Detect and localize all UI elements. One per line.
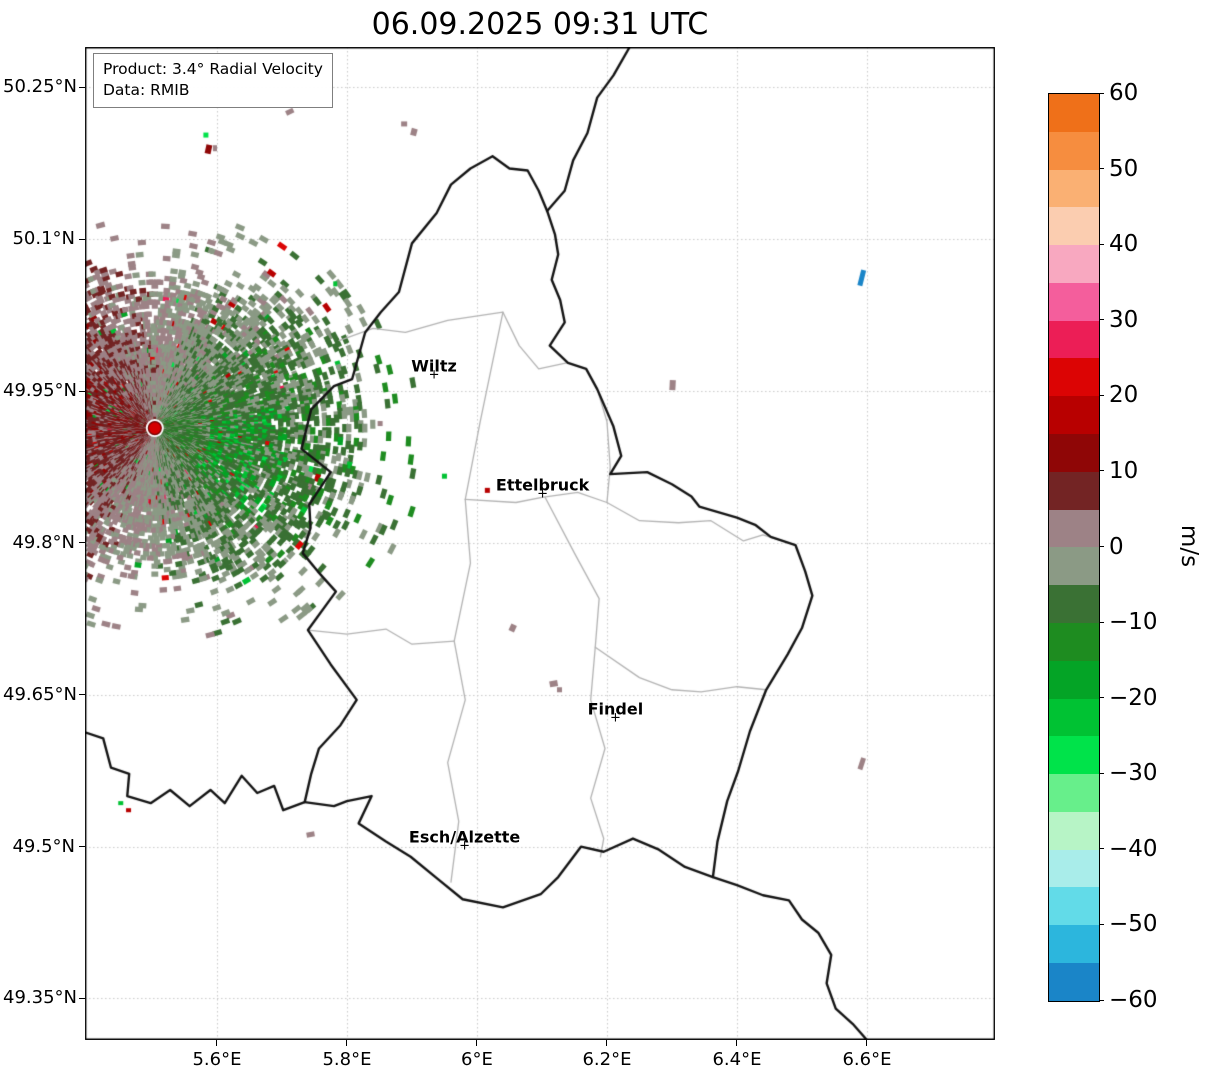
- city-label: Esch/Alzette: [408, 827, 521, 847]
- colorbar-band: [1049, 811, 1099, 850]
- x-tick-mark: [866, 1040, 868, 1046]
- y-tick-label: 49.5°N: [12, 835, 75, 857]
- city-plus-icon: +: [428, 367, 440, 383]
- product-label: Product: 3.4° Radial Velocity: [103, 60, 323, 78]
- colorbar-tick-mark: [1099, 772, 1104, 774]
- colorbar-unit-label: m/s: [1176, 524, 1203, 568]
- y-tick-mark: [79, 997, 85, 999]
- colorbar-tick-label: 30: [1109, 306, 1139, 333]
- colorbar-tick-label: −40: [1109, 835, 1158, 862]
- city-marker: Ettelbruck +: [496, 476, 589, 502]
- x-tick-mark: [476, 1040, 478, 1046]
- colorbar-tick-mark: [1099, 92, 1104, 94]
- data-source-label: Data: RMIB: [103, 80, 190, 99]
- colorbar-band: [1049, 660, 1099, 699]
- colorbar-band: [1049, 509, 1099, 548]
- colorbar-band: [1049, 887, 1099, 926]
- colorbar-tick-mark: [1099, 470, 1104, 472]
- colorbar-tick-label: −50: [1109, 911, 1158, 938]
- colorbar-tick-label: −30: [1109, 760, 1158, 787]
- colorbar-band: [1049, 698, 1099, 737]
- colorbar-band: [1049, 245, 1099, 283]
- colorbar-band: [1049, 131, 1099, 170]
- colorbar-tick-label: 60: [1109, 80, 1139, 106]
- y-tick-mark: [79, 390, 85, 392]
- colorbar-tick-mark: [1099, 923, 1104, 925]
- city-marker: Wiltz +: [411, 356, 457, 383]
- colorbar-band: [1049, 207, 1099, 246]
- city-marker: Findel +: [588, 700, 644, 726]
- colorbar-tick-label: 20: [1109, 382, 1139, 409]
- y-tick-label: 49.8°N: [12, 531, 75, 553]
- colorbar-tick-label: 40: [1109, 231, 1139, 258]
- x-tick-mark: [736, 1040, 738, 1046]
- y-tick-mark: [79, 694, 85, 696]
- colorbar-tick-mark: [1099, 319, 1104, 321]
- x-tick-label: 6.4°E: [712, 1049, 762, 1070]
- colorbar-band: [1049, 622, 1099, 661]
- colorbar-band: [1049, 547, 1099, 586]
- colorbar-band: [1049, 471, 1099, 510]
- y-tick-label: 50.25°N: [3, 76, 77, 98]
- x-tick-label: 6°E: [461, 1049, 493, 1070]
- colorbar-band: [1049, 962, 1099, 1001]
- y-tick-label: 49.65°N: [3, 683, 77, 705]
- colorbar-band: [1049, 358, 1099, 397]
- colorbar-band: [1049, 925, 1099, 963]
- city-plus-icon: +: [459, 838, 471, 854]
- colorbar-band: [1049, 434, 1099, 472]
- colorbar-tick-mark: [1099, 546, 1104, 547]
- colorbar-band: [1049, 585, 1099, 623]
- colorbar-band: [1049, 774, 1099, 812]
- y-tick-label: 49.35°N: [3, 987, 77, 1009]
- colorbar-tick-mark: [1099, 243, 1104, 245]
- x-tick-label: 5.6°E: [192, 1049, 242, 1070]
- colorbar-band: [1049, 282, 1099, 321]
- colorbar-band: [1049, 320, 1099, 359]
- x-tick-label: 6.6°E: [842, 1049, 892, 1070]
- colorbar-band: [1049, 849, 1099, 888]
- colorbar-band: [1049, 396, 1099, 435]
- y-tick-mark: [79, 846, 85, 848]
- colorbar-band: [1049, 736, 1099, 775]
- map-canvas: [85, 47, 995, 1040]
- y-tick-mark: [79, 542, 85, 544]
- city-label: Wiltz: [411, 356, 457, 376]
- colorbar-tick-mark: [1099, 168, 1104, 170]
- plot-title: 06.09.2025 09:31 UTC: [371, 7, 709, 42]
- x-tick-label: 5.8°E: [322, 1049, 372, 1070]
- colorbar-tick-label: 10: [1109, 457, 1139, 484]
- colorbar-tick-label: 0: [1109, 533, 1124, 560]
- colorbar-tick-mark: [1099, 848, 1104, 850]
- colorbar-tick-label: 50: [1109, 155, 1139, 182]
- colorbar-tick-label: −10: [1109, 609, 1158, 636]
- city-plus-icon: +: [537, 486, 549, 502]
- city-label: Ettelbruck: [495, 475, 590, 495]
- colorbar-tick-label: −60: [1109, 987, 1158, 1013]
- y-tick-mark: [79, 86, 85, 88]
- y-tick-label: 50.1°N: [12, 228, 75, 250]
- product-info-box: Product: 3.4° Radial Velocity Data: RMIB: [93, 53, 333, 108]
- colorbar-tick-mark: [1099, 394, 1104, 396]
- colorbar: [1048, 93, 1100, 1002]
- city-plus-icon: +: [609, 710, 621, 726]
- city-marker: Esch/Alzette +: [409, 827, 520, 854]
- city-label: Findel: [587, 699, 644, 719]
- x-tick-mark: [606, 1040, 608, 1046]
- colorbar-tick-mark: [1099, 697, 1104, 699]
- y-tick-mark: [79, 238, 85, 240]
- colorbar-tick-mark: [1099, 621, 1104, 623]
- colorbar-tick-mark: [1099, 999, 1104, 1001]
- x-tick-label: 6.2°E: [582, 1049, 632, 1070]
- colorbar-band: [1049, 169, 1099, 208]
- colorbar-band: [1049, 94, 1099, 132]
- x-tick-mark: [216, 1040, 218, 1046]
- y-tick-label: 49.95°N: [3, 380, 77, 402]
- x-tick-mark: [346, 1040, 348, 1046]
- colorbar-tick-label: −20: [1109, 684, 1158, 711]
